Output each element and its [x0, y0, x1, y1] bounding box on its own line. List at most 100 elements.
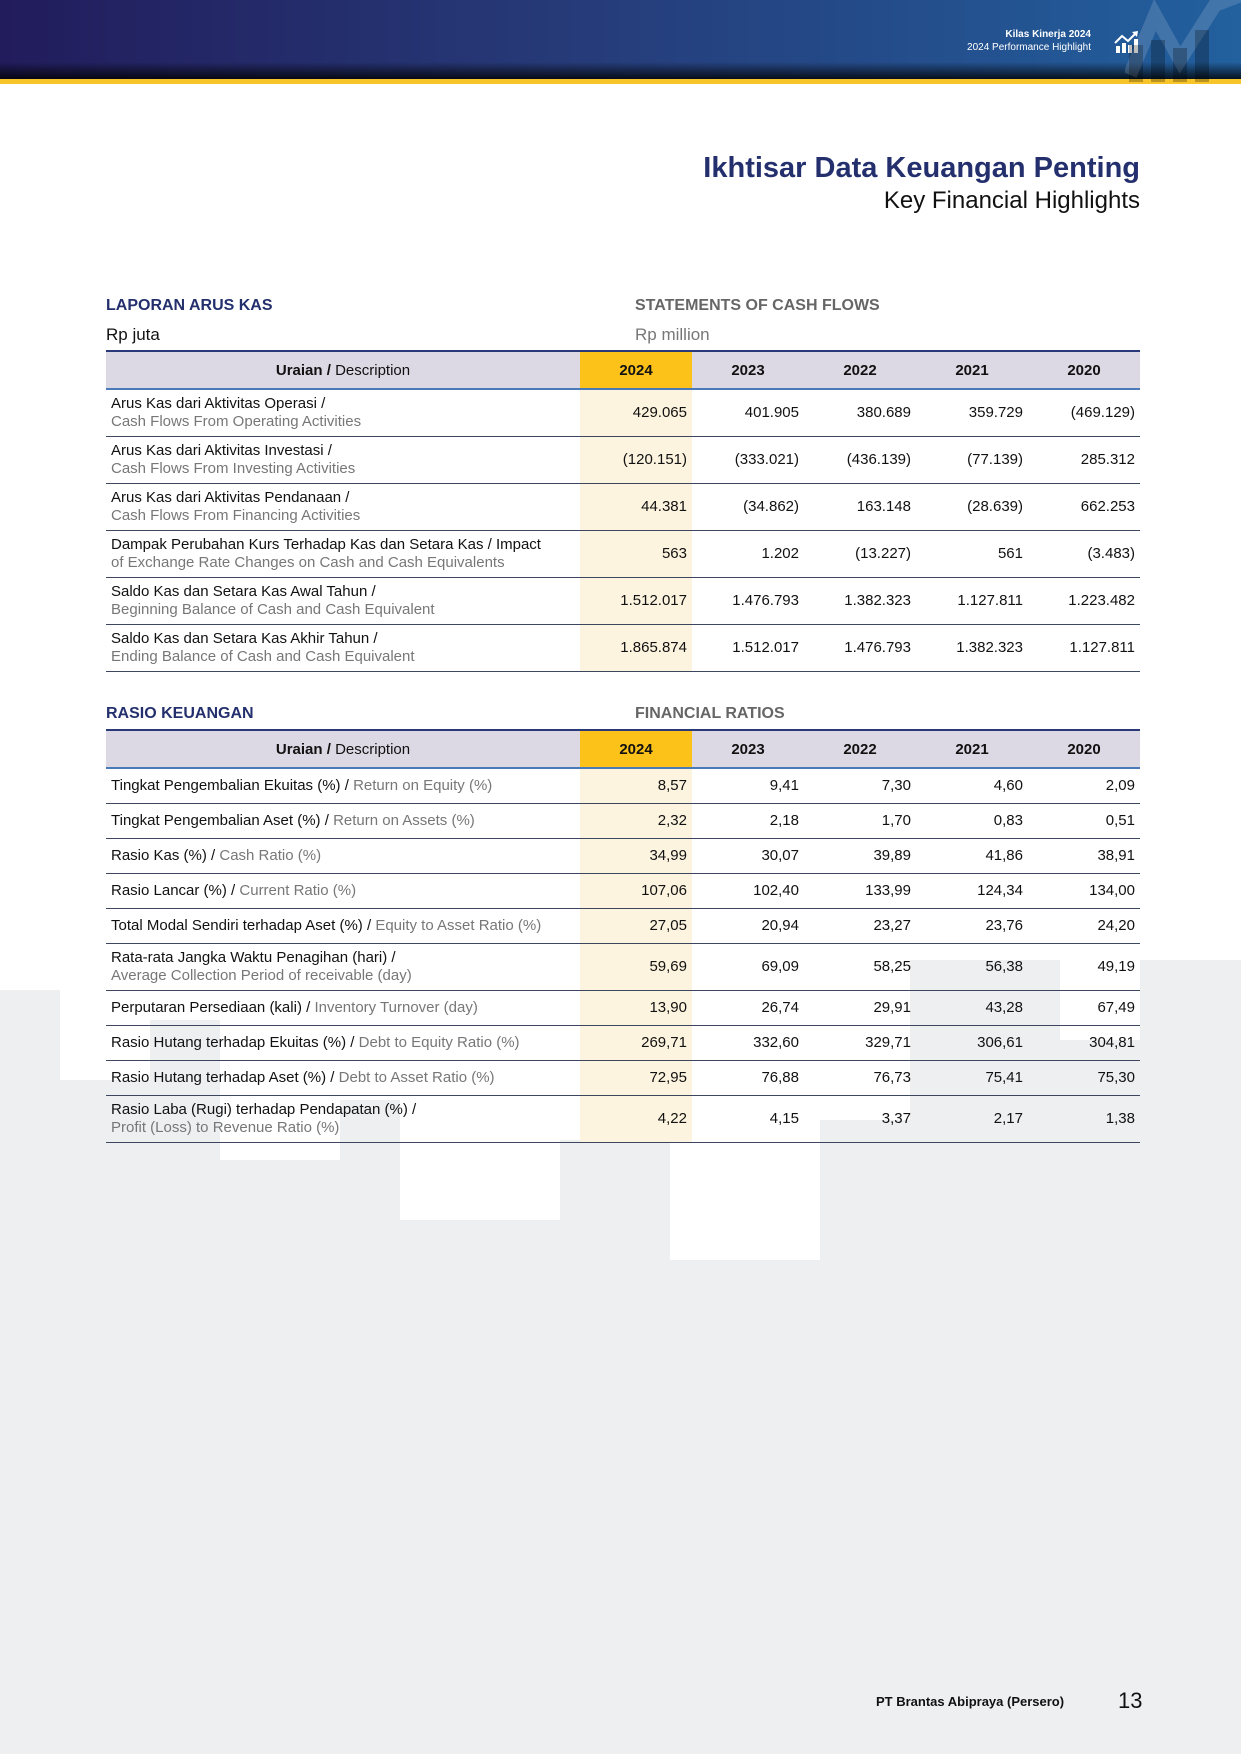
description-id: Arus Kas dari Aktivitas Operasi / — [111, 395, 326, 412]
value-cell: 29,91 — [804, 990, 916, 1026]
table-row: Perputaran Persediaan (kali) / Inventory… — [106, 990, 1140, 1026]
cash-flows-title-en: STATEMENTS OF CASH FLOWS — [635, 297, 880, 314]
value-cell: 75,30 — [1028, 1060, 1140, 1096]
value-cell: (333.021) — [692, 436, 804, 484]
value-cell: 134,00 — [1028, 873, 1140, 909]
row-description: Rasio Hutang terhadap Ekuitas (%) / Debt… — [106, 1025, 580, 1061]
header-title-id: Kilas Kinerja 2024 — [1005, 29, 1091, 40]
page-title: Ikhtisar Data Keuangan Penting Key Finan… — [703, 152, 1140, 215]
description-en: Return on Equity (%) — [353, 777, 493, 794]
row-description: Tingkat Pengembalian Aset (%) / Return o… — [106, 803, 580, 839]
year-header: 2024 — [580, 729, 692, 769]
table-row: Arus Kas dari Aktivitas Pendanaan / Cash … — [106, 483, 1140, 531]
value-cell: 4,60 — [916, 768, 1028, 804]
row-description: Total Modal Sendiri terhadap Aset (%) / … — [106, 908, 580, 944]
description-id: Perputaran Persediaan (kali) / — [111, 999, 311, 1016]
year-header: 2023 — [692, 350, 804, 390]
value-cell: 124,34 — [916, 873, 1028, 909]
description-en: Cash Flows From Operating Activities — [111, 413, 362, 430]
value-cell: 58,25 — [804, 943, 916, 991]
row-description: Perputaran Persediaan (kali) / Inventory… — [106, 990, 580, 1026]
description-en: Cash Flows From Financing Activities — [111, 507, 361, 524]
row-description: Rata-rata Jangka Waktu Penagihan (hari) … — [106, 943, 580, 991]
row-description: Dampak Perubahan Kurs Terhadap Kas dan S… — [106, 530, 580, 578]
page-number: 13 — [1118, 1688, 1143, 1713]
value-cell: 3,37 — [804, 1095, 916, 1143]
value-cell: 269,71 — [580, 1025, 692, 1061]
description-en: Inventory Turnover (day) — [314, 999, 478, 1016]
value-cell: 9,41 — [692, 768, 804, 804]
value-cell: 304,81 — [1028, 1025, 1140, 1061]
description-id: Tingkat Pengembalian Aset (%) / — [111, 812, 329, 829]
year-header: 2021 — [916, 729, 1028, 769]
value-cell: 401.905 — [692, 389, 804, 437]
description-en: Profit (Loss) to Revenue Ratio (%) — [111, 1119, 340, 1136]
header-banner — [0, 0, 1241, 80]
value-cell: 69,09 — [692, 943, 804, 991]
description-en: Return on Assets (%) — [333, 812, 475, 829]
value-cell: 27,05 — [580, 908, 692, 944]
value-cell: 332,60 — [692, 1025, 804, 1061]
value-cell: 380.689 — [804, 389, 916, 437]
row-description: Rasio Hutang terhadap Aset (%) / Debt to… — [106, 1060, 580, 1096]
description-en: Beginning Balance of Cash and Cash Equiv… — [111, 601, 435, 618]
value-cell: 2,09 — [1028, 768, 1140, 804]
value-cell: 23,27 — [804, 908, 916, 944]
value-cell: 41,86 — [916, 838, 1028, 874]
row-description: Tingkat Pengembalian Ekuitas (%) / Retur… — [106, 768, 580, 804]
value-cell: 0,51 — [1028, 803, 1140, 839]
header-decor-icon — [1125, 0, 1241, 82]
unit-id: Rp juta — [106, 325, 160, 344]
description-en: Debt to Asset Ratio (%) — [338, 1069, 495, 1086]
value-cell: 1.382.323 — [804, 577, 916, 625]
value-cell: 8,57 — [580, 768, 692, 804]
header-title-en: 2024 Performance Highlight — [967, 42, 1091, 53]
value-cell: 13,90 — [580, 990, 692, 1026]
value-cell: 75,41 — [916, 1060, 1028, 1096]
value-cell: 72,95 — [580, 1060, 692, 1096]
description-id: Arus Kas dari Aktivitas Investasi / — [111, 442, 332, 459]
row-description: Arus Kas dari Aktivitas Pendanaan / Cash … — [106, 483, 580, 531]
description-header: Uraian / Description — [106, 729, 580, 769]
value-cell: 561 — [916, 530, 1028, 578]
value-cell: 163.148 — [804, 483, 916, 531]
table-row: Saldo Kas dan Setara Kas Akhir Tahun / En… — [106, 624, 1140, 672]
description-id: Rasio Laba (Rugi) terhadap Pendapatan (%… — [111, 1101, 417, 1118]
ratios-title-en: FINANCIAL RATIOS — [635, 705, 785, 722]
value-cell: 1.127.811 — [916, 577, 1028, 625]
value-cell: 26,74 — [692, 990, 804, 1026]
year-header: 2023 — [692, 729, 804, 769]
table-row: Rata-rata Jangka Waktu Penagihan (hari) … — [106, 943, 1140, 991]
year-header: 2020 — [1028, 350, 1140, 390]
cash-flows-title-id: LAPORAN ARUS KAS — [106, 297, 273, 314]
table-row: Tingkat Pengembalian Ekuitas (%) / Retur… — [106, 768, 1140, 804]
value-cell: 23,76 — [916, 908, 1028, 944]
value-cell: 563 — [580, 530, 692, 578]
row-description: Saldo Kas dan Setara Kas Awal Tahun / Beg… — [106, 577, 580, 625]
value-cell: 49,19 — [1028, 943, 1140, 991]
year-header: 2021 — [916, 350, 1028, 390]
description-id: Arus Kas dari Aktivitas Pendanaan / — [111, 489, 350, 506]
value-cell: (13.227) — [804, 530, 916, 578]
value-cell: (120.151) — [580, 436, 692, 484]
value-cell: 44.381 — [580, 483, 692, 531]
description-id: Rasio Hutang terhadap Ekuitas (%) / — [111, 1034, 355, 1051]
description-id: Total Modal Sendiri terhadap Aset (%) / — [111, 917, 372, 934]
value-cell: 43,28 — [916, 990, 1028, 1026]
footer-company: PT Brantas Abipraya (Persero) — [876, 1694, 1065, 1709]
row-description: Saldo Kas dan Setara Kas Akhir Tahun / En… — [106, 624, 580, 672]
description-id: Dampak Perubahan Kurs Terhadap Kas dan S… — [111, 536, 541, 553]
value-cell: 2,17 — [916, 1095, 1028, 1143]
value-cell: 20,94 — [692, 908, 804, 944]
value-cell: 306,61 — [916, 1025, 1028, 1061]
year-header: 2022 — [804, 729, 916, 769]
unit-en: Rp million — [635, 325, 710, 344]
value-cell: 4,15 — [692, 1095, 804, 1143]
page-title-en: Key Financial Highlights — [883, 187, 1140, 214]
year-header: 2024 — [580, 350, 692, 390]
value-cell: 2,18 — [692, 803, 804, 839]
description-id: Saldo Kas dan Setara Kas Awal Tahun / — [111, 583, 376, 600]
table-header-row: Uraian / Description 2024 2023 2022 2021… — [106, 350, 1140, 390]
table-row: Total Modal Sendiri terhadap Aset (%) / … — [106, 908, 1140, 944]
value-cell: (34.862) — [692, 483, 804, 531]
